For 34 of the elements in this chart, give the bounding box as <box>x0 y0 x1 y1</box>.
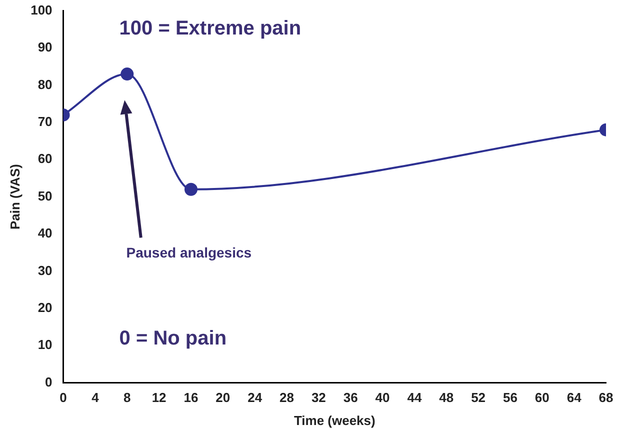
x-tick-label: 56 <box>502 390 518 406</box>
y-tick-label: 90 <box>38 40 52 55</box>
x-tick-label: 48 <box>439 390 454 406</box>
x-tick-label: 0 <box>60 390 67 406</box>
x-tick-label: 40 <box>375 390 390 406</box>
y-tick-label: 40 <box>38 226 52 241</box>
x-tick-label: 64 <box>566 390 582 406</box>
y-tick-label: 70 <box>38 114 52 129</box>
x-tick-label: 8 <box>124 390 131 406</box>
x-tick-label: 12 <box>152 390 166 406</box>
x-tick-label: 32 <box>311 390 326 406</box>
annotation: Paused analgesics <box>126 244 252 261</box>
x-tick-label: 44 <box>407 390 422 406</box>
y-axis-title: Pain (VAS) <box>7 164 22 230</box>
x-tick-label: 28 <box>280 390 294 406</box>
y-tick-label: 10 <box>38 337 52 352</box>
y-tick-label: 80 <box>38 76 52 92</box>
y-tick-label: 30 <box>38 262 52 278</box>
x-tick-label: 68 <box>598 390 614 406</box>
y-tick-label: 50 <box>38 188 52 204</box>
x-axis-title: Time (weeks) <box>294 412 376 428</box>
x-tick-label: 4 <box>92 390 100 406</box>
x-tick-label: 52 <box>471 390 486 406</box>
y-tick-label: 20 <box>38 300 52 315</box>
annotation: 0 = No pain <box>119 327 227 350</box>
y-tick-label: 60 <box>38 151 52 166</box>
x-tick-label: 24 <box>248 390 263 406</box>
x-tick-label: 36 <box>343 390 358 406</box>
x-tick-label: 20 <box>216 390 230 406</box>
x-tick-label: 16 <box>184 390 198 406</box>
annotation: 100 = Extreme pain <box>119 17 302 40</box>
y-tick-label: 100 <box>30 2 52 18</box>
x-tick-label: 60 <box>534 390 550 406</box>
y-tick-label: 0 <box>45 374 52 390</box>
